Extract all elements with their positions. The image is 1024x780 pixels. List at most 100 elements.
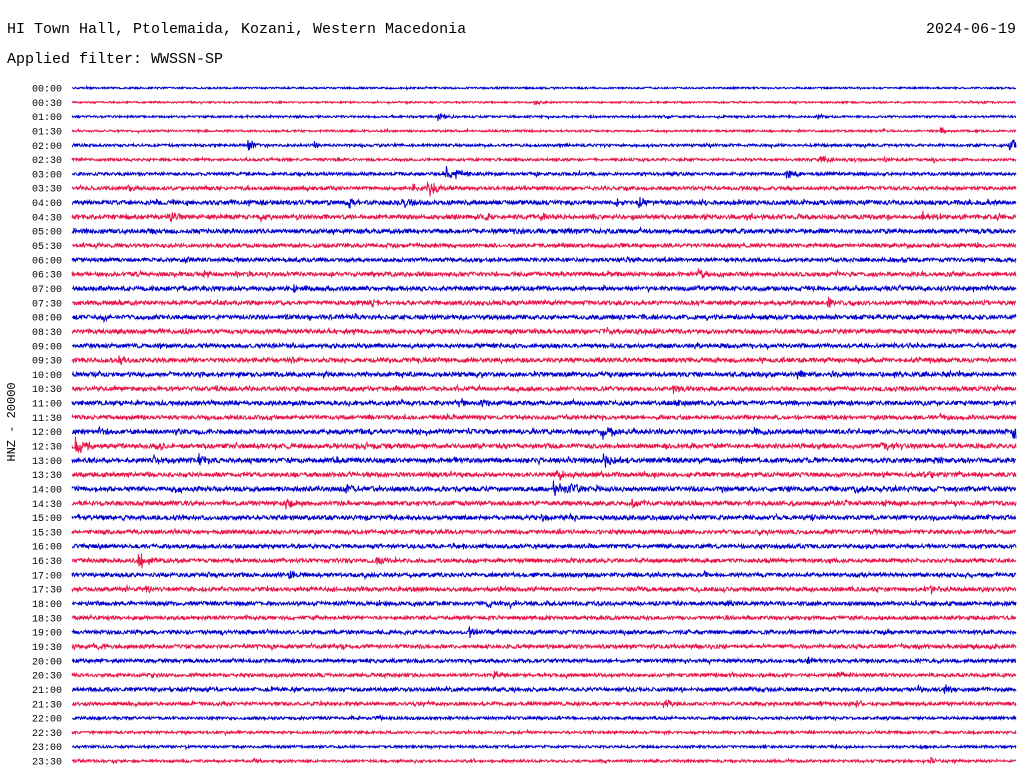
- trace-row-01-30: [71, 126, 1017, 135]
- trace-row-05-30: [71, 241, 1017, 250]
- time-label: 23:00: [32, 743, 62, 754]
- trace-row-10-30: [71, 383, 1017, 394]
- time-label: 00:00: [32, 85, 62, 96]
- time-label: 21:30: [32, 700, 62, 711]
- trace-row-02-00: [71, 139, 1017, 151]
- trace-row-16-00: [71, 542, 1017, 551]
- trace-row-23-00: [71, 743, 1017, 751]
- time-label: 14:30: [32, 500, 62, 511]
- trace-row-17-30: [71, 583, 1017, 595]
- record-date: 2024-06-19: [925, 21, 1016, 38]
- trace-row-13-00: [71, 453, 1017, 468]
- time-label: 18:30: [32, 614, 62, 625]
- trace-row-14-00: [71, 480, 1017, 496]
- trace-row-07-30: [71, 295, 1017, 308]
- time-label: 05:00: [32, 228, 62, 239]
- time-label: 14:00: [32, 486, 62, 497]
- time-label: 08:00: [32, 314, 62, 325]
- time-label-group: 00:00 00:30 01:00 01:30 02:00 02:30 03:00 03:30…: [32, 85, 62, 769]
- time-label: 02:00: [32, 142, 62, 153]
- trace-row-14-30: [71, 498, 1017, 510]
- time-label: 13:30: [32, 471, 62, 482]
- time-label: 18:00: [32, 600, 62, 611]
- trace-row-03-30: [71, 181, 1017, 197]
- trace-row-12-30: [71, 436, 1017, 454]
- trace-row-22-00: [71, 714, 1017, 722]
- time-label: 04:30: [32, 213, 62, 224]
- time-label: 07:00: [32, 285, 62, 296]
- trace-row-03-00: [71, 166, 1017, 180]
- time-label: 16:30: [32, 557, 62, 568]
- time-label: 08:30: [32, 328, 62, 339]
- trace-row-18-00: [71, 599, 1017, 609]
- trace-row-04-30: [71, 210, 1017, 223]
- trace-row-09-00: [71, 341, 1017, 351]
- time-label: 09:00: [32, 342, 62, 353]
- trace-row-10-00: [71, 369, 1017, 380]
- trace-row-08-00: [71, 313, 1017, 324]
- time-label: 21:00: [32, 686, 62, 697]
- time-label: 11:30: [32, 414, 62, 425]
- time-label: 07:30: [32, 299, 62, 310]
- time-label: 23:30: [32, 758, 62, 769]
- trace-row-07-00: [71, 283, 1017, 294]
- time-label: 16:00: [32, 543, 62, 554]
- trace-row-19-30: [71, 641, 1017, 652]
- time-label: 20:30: [32, 672, 62, 683]
- filter-label: Applied filter: WWSSN-SP: [7, 51, 224, 68]
- trace-row-21-00: [71, 683, 1017, 694]
- trace-row-17-00: [71, 570, 1017, 581]
- trace-row-13-30: [71, 469, 1017, 481]
- time-label: 22:00: [32, 715, 62, 726]
- time-label: 10:30: [32, 385, 62, 396]
- time-label: 19:00: [32, 629, 62, 640]
- time-label: 12:00: [32, 428, 62, 439]
- trace-row-06-00: [71, 256, 1017, 265]
- trace-row-05-00: [71, 225, 1017, 236]
- time-label: 11:00: [32, 400, 62, 411]
- trace-row-00-30: [71, 99, 1017, 106]
- time-label: 03:00: [32, 170, 62, 181]
- time-label: 00:30: [32, 99, 62, 110]
- time-label: 22:30: [32, 729, 62, 740]
- time-label: 06:30: [32, 271, 62, 282]
- trace-row-04-00: [71, 196, 1017, 209]
- trace-row-23-30: [71, 756, 1017, 765]
- time-label: 10:00: [32, 371, 62, 382]
- time-label: 01:00: [32, 113, 62, 124]
- time-label: 13:00: [32, 457, 62, 468]
- trace-group: [71, 84, 1017, 765]
- time-label: 01:30: [32, 128, 62, 139]
- trace-row-15-00: [71, 512, 1017, 523]
- time-label: 03:30: [32, 185, 62, 196]
- trace-row-02-30: [71, 155, 1017, 164]
- trace-row-21-30: [71, 699, 1017, 709]
- trace-row-06-30: [71, 268, 1017, 279]
- station-title: HI Town Hall, Ptolemaida, Kozani, Wester…: [7, 21, 467, 38]
- trace-row-19-00: [71, 625, 1017, 639]
- time-label: 04:00: [32, 199, 62, 210]
- time-label: 09:30: [32, 357, 62, 368]
- time-label: 15:30: [32, 528, 62, 539]
- trace-row-18-30: [71, 613, 1017, 622]
- trace-row-16-30: [71, 553, 1017, 569]
- trace-row-20-00: [71, 656, 1017, 666]
- trace-row-15-30: [71, 527, 1017, 537]
- time-label: 17:00: [32, 571, 62, 582]
- trace-row-09-30: [71, 355, 1017, 365]
- time-label: 20:00: [32, 657, 62, 668]
- time-label: 12:30: [32, 443, 62, 454]
- time-label: 05:30: [32, 242, 62, 253]
- time-label: 02:30: [32, 156, 62, 167]
- time-label: 19:30: [32, 643, 62, 654]
- trace-row-11-00: [71, 397, 1017, 408]
- trace-row-11-30: [71, 412, 1017, 422]
- time-label: 06:00: [32, 256, 62, 267]
- trace-row-22-30: [71, 728, 1017, 737]
- trace-row-12-00: [71, 425, 1017, 440]
- time-label: 15:00: [32, 514, 62, 525]
- trace-row-01-00: [71, 112, 1017, 122]
- time-label: 17:30: [32, 586, 62, 597]
- trace-row-08-30: [71, 326, 1017, 337]
